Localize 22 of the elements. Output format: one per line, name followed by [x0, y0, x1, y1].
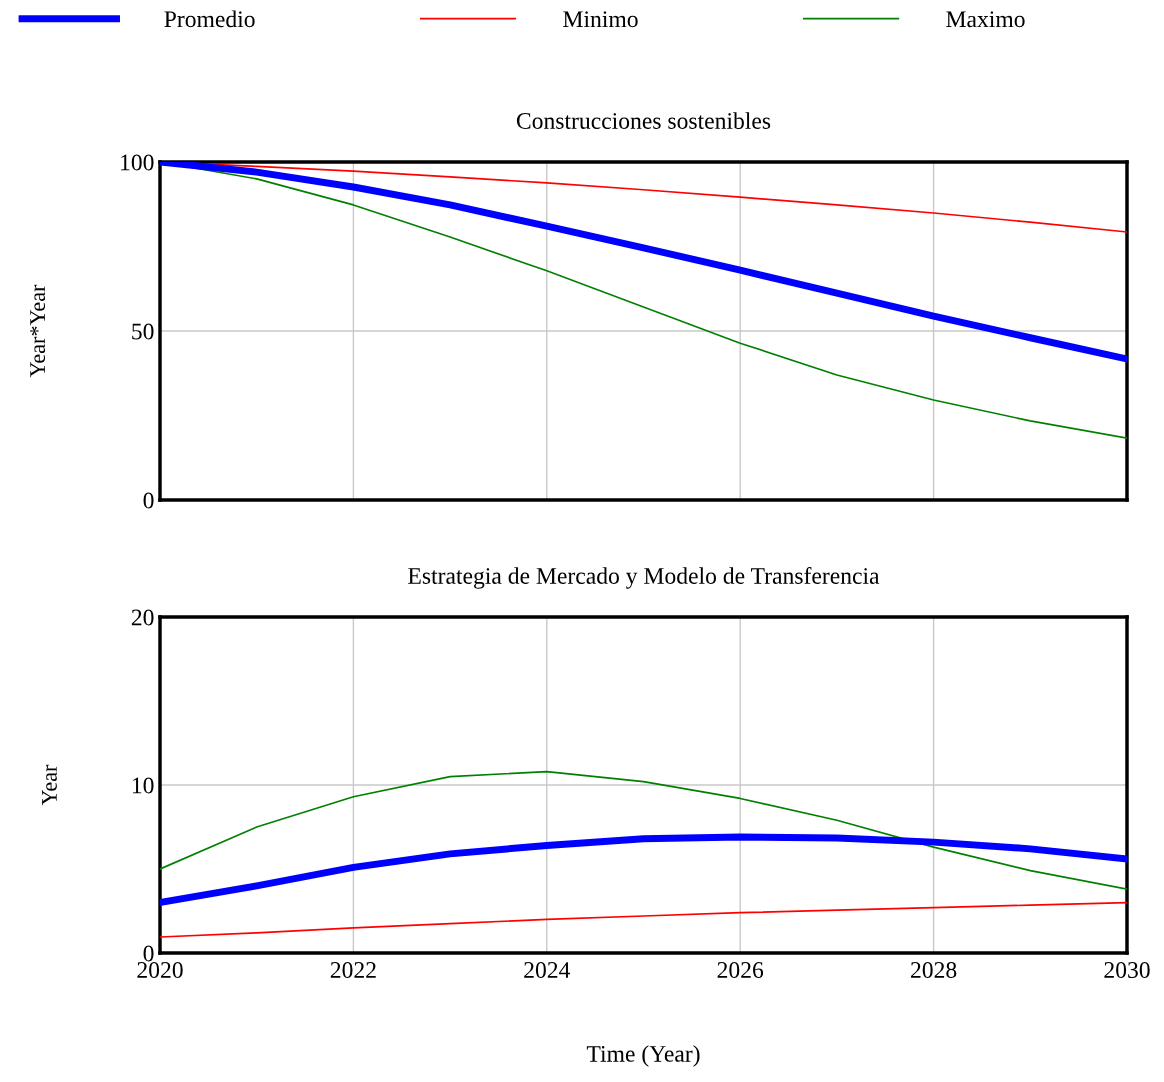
line-series [160, 770, 1127, 890]
y-tick-label: 10 [132, 777, 154, 794]
line-series [160, 901, 1127, 938]
x-axis-title: Time (Year) [586, 1045, 700, 1067]
x-tick-label: 2030 [1104, 962, 1150, 978]
x-tick-label: 2026 [717, 962, 764, 978]
y-tick-label: 50 [132, 323, 154, 340]
chart-title: Construcciones sostenibles [516, 112, 771, 129]
y-tick-label: 0 [143, 945, 154, 962]
legend-label: Minimo [563, 11, 638, 28]
y-axis-title: Year*Year [30, 284, 46, 378]
x-tick-label: 2020 [137, 962, 183, 978]
y-tick-label: 20 [131, 609, 154, 626]
legend-label: Promedio [164, 10, 255, 28]
y-tick-label: 0 [143, 492, 154, 509]
legend-label: Maximo [946, 11, 1025, 28]
x-tick-label: 2022 [330, 962, 376, 978]
y-axis-title: Year [42, 764, 57, 806]
x-tick-label: 2028 [911, 962, 957, 978]
y-tick-label: 100 [121, 154, 154, 171]
x-tick-label: 2024 [524, 962, 571, 978]
chart-title: Estrategia de Mercado y Modelo de Transferencia [408, 567, 880, 589]
